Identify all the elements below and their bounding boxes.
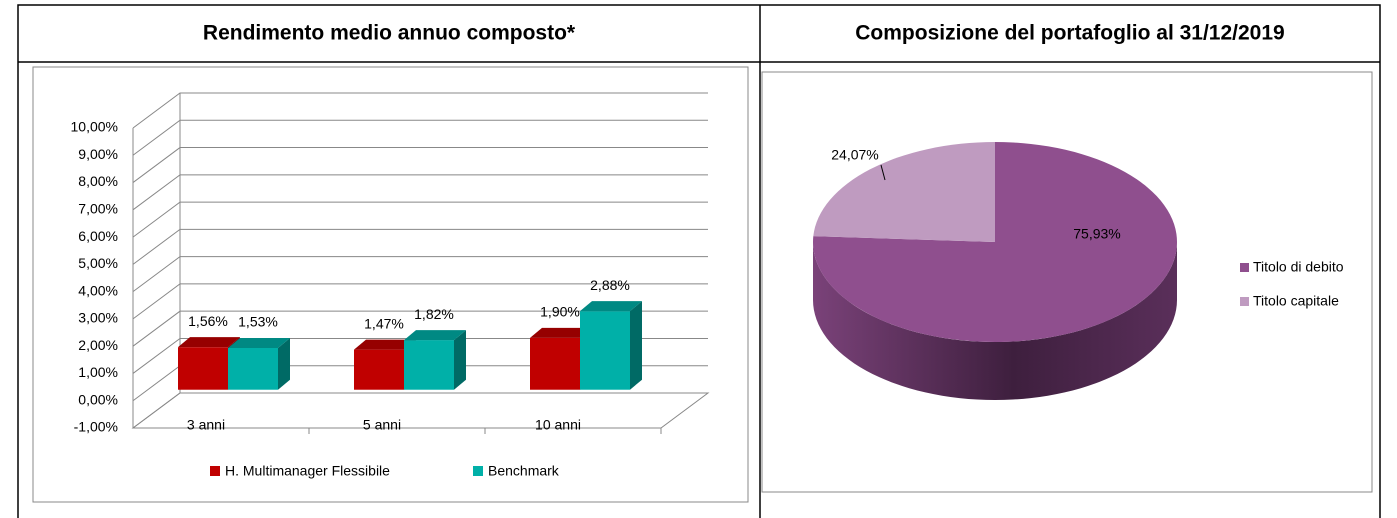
y-tick-label: 7,00% <box>78 201 118 217</box>
y-tick-label: 6,00% <box>78 228 118 244</box>
bar <box>178 347 228 390</box>
legend-swatch <box>210 466 220 476</box>
y-tick-label: 8,00% <box>78 173 118 189</box>
y-tick-label: 0,00% <box>78 391 118 407</box>
legend-label: Benchmark <box>488 463 560 479</box>
bar <box>530 337 580 390</box>
bar-chart-frame <box>32 66 749 503</box>
pie-slice <box>813 142 995 242</box>
header-left: Rendimento medio annuo composto* <box>203 22 576 45</box>
legend-swatch <box>473 466 483 476</box>
y-tick-label: 4,00% <box>78 282 118 298</box>
bar-side <box>454 330 466 390</box>
bar-side <box>278 338 290 390</box>
x-tick-label: 3 anni <box>187 417 225 433</box>
y-tick-label: -1,00% <box>74 419 118 435</box>
bar-top <box>530 327 592 338</box>
bar <box>354 349 404 390</box>
pie-side <box>813 242 1177 400</box>
pie-slice <box>813 142 1177 342</box>
legend-label: H. Multimanager Flessibile <box>225 463 390 479</box>
data-label: 1,47% <box>364 315 404 331</box>
x-tick-label: 5 anni <box>363 417 401 433</box>
legend-label: Titolo capitale <box>1253 293 1339 309</box>
x-tick-label: 10 anni <box>535 417 581 433</box>
y-tick-label: 1,00% <box>78 364 118 380</box>
data-label: 75,93% <box>1073 226 1120 242</box>
bar-top <box>228 338 290 348</box>
table-border <box>17 4 1381 518</box>
data-label: 1,56% <box>188 313 228 329</box>
y-tick-label: 5,00% <box>78 255 118 271</box>
data-label: 1,53% <box>238 314 278 330</box>
legend-swatch <box>1240 263 1249 272</box>
bar-side <box>630 301 642 390</box>
data-label: 2,88% <box>590 277 630 293</box>
bar <box>228 348 278 390</box>
legend-label: Titolo di debito <box>1253 259 1344 275</box>
y-tick-label: 10,00% <box>71 119 118 135</box>
data-label: 1,82% <box>414 306 454 322</box>
bar <box>404 340 454 390</box>
header-right: Composizione del portafoglio al 31/12/20… <box>855 22 1284 45</box>
data-label: 1,90% <box>540 304 580 320</box>
y-tick-label: 2,00% <box>78 337 118 353</box>
bar-top <box>580 301 642 312</box>
y-tick-label: 9,00% <box>78 146 118 162</box>
bar-top <box>404 330 466 341</box>
legend-swatch <box>1240 297 1249 306</box>
data-label: 24,07% <box>831 147 878 163</box>
bar-top <box>354 339 416 350</box>
bar-top <box>178 337 240 348</box>
leader-line <box>880 164 886 181</box>
bar <box>580 311 630 390</box>
y-tick-label: 3,00% <box>78 310 118 326</box>
